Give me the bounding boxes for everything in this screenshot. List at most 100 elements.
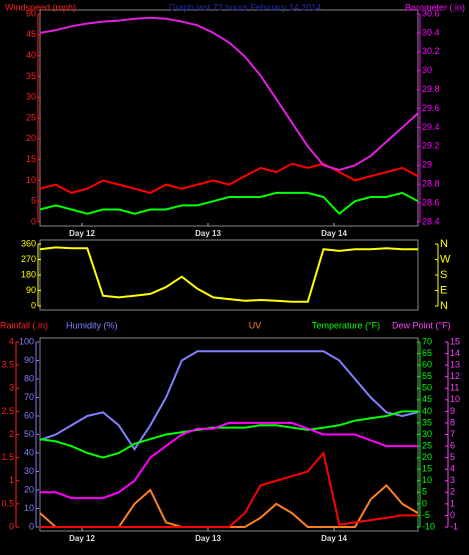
- tick-label: 0: [422, 498, 427, 508]
- tick-label: 10: [450, 394, 460, 404]
- tick-label: 30.4: [422, 27, 440, 37]
- tick-label: 15: [422, 464, 432, 474]
- tick-label: N: [440, 238, 448, 250]
- tick-label: 100: [19, 336, 34, 346]
- tick-label: 0: [29, 521, 34, 531]
- tick-label: 30: [422, 429, 432, 439]
- series-line: [39, 162, 419, 194]
- tick-label: 70: [422, 336, 432, 346]
- tick-label: 29.8: [422, 84, 440, 94]
- x-tick-label: Day 13: [195, 229, 221, 238]
- tick-label: 6: [450, 440, 455, 450]
- series-line: [39, 410, 418, 459]
- tick-label: 10: [26, 175, 36, 185]
- tick-label: 4: [9, 336, 14, 346]
- tick-label: 15: [450, 336, 460, 346]
- tick-label: 11: [450, 383, 459, 393]
- tick-label: 2: [450, 487, 455, 497]
- tick-label: 20: [422, 452, 432, 462]
- axis-label: Dew Point (°F): [392, 320, 451, 330]
- tick-label: 3: [9, 383, 14, 393]
- tick-label: 50: [24, 429, 34, 439]
- tick-label: 60: [24, 410, 34, 420]
- tick-label: 270: [21, 254, 36, 264]
- tick-label: 40: [26, 50, 36, 60]
- tick-label: 90: [26, 285, 36, 295]
- series-line: [39, 16, 419, 172]
- tick-label: 45: [422, 394, 432, 404]
- tick-label: 15: [26, 154, 36, 164]
- axis-label: Humidity (%): [66, 320, 118, 330]
- chart-title: Graph last 72 hours February 14 2014: [169, 2, 322, 12]
- tick-label: 4: [450, 464, 455, 474]
- tick-label: 30.2: [422, 46, 440, 56]
- tick-label: 13: [450, 360, 460, 370]
- tick-label: 0.5: [1, 498, 14, 508]
- axis-label: Temperature (°F): [312, 320, 380, 330]
- tick-label: 360: [21, 238, 36, 248]
- tick-label: 29.2: [422, 141, 440, 151]
- tick-label: 28.6: [422, 197, 440, 207]
- axis-label: Barometer (.in): [405, 2, 465, 12]
- tick-label: 3: [450, 475, 455, 485]
- tick-label: 60: [422, 360, 432, 370]
- tick-label: 10: [422, 475, 432, 485]
- x-tick-label: Day 13: [195, 534, 221, 543]
- tick-label: N: [440, 300, 448, 312]
- tick-label: 5: [31, 196, 36, 206]
- tick-label: 55: [422, 371, 432, 381]
- tick-label: 29: [422, 160, 432, 170]
- tick-label: 0: [9, 521, 14, 531]
- x-tick-label: Day 12: [69, 229, 95, 238]
- tick-label: 35: [26, 71, 36, 81]
- tick-label: 5: [422, 487, 427, 497]
- tick-label: 28.4: [422, 216, 440, 226]
- tick-label: 70: [24, 392, 34, 402]
- tick-label: 40: [422, 406, 432, 416]
- tick-label: E: [440, 284, 447, 296]
- tick-label: 25: [422, 440, 432, 450]
- tick-label: 29.4: [422, 122, 440, 132]
- plot-frame: [39, 337, 419, 532]
- tick-label: 2.5: [1, 406, 14, 416]
- tick-label: 45: [26, 29, 36, 39]
- tick-label: 25: [26, 112, 36, 122]
- tick-label: 30: [24, 466, 34, 476]
- axis-label: Rainfall (.in): [0, 320, 48, 330]
- tick-label: -1: [450, 521, 458, 531]
- tick-label: S: [440, 269, 447, 281]
- tick-label: 5: [450, 452, 455, 462]
- tick-label: -10: [422, 521, 435, 531]
- tick-label: 3.5: [1, 360, 14, 370]
- tick-label: 12: [450, 371, 460, 381]
- series-line: [39, 246, 418, 303]
- series-line: [40, 421, 418, 500]
- tick-label: 29.6: [422, 103, 440, 113]
- tick-label: 40: [24, 447, 34, 457]
- tick-label: 8: [450, 417, 455, 427]
- tick-label: 9: [450, 406, 455, 416]
- tick-label: 180: [21, 269, 36, 279]
- tick-label: 28.8: [422, 179, 440, 189]
- tick-label: 30.6: [422, 8, 440, 18]
- tick-label: 0: [31, 216, 36, 226]
- tick-label: 50: [422, 383, 432, 393]
- tick-label: 1: [450, 498, 455, 508]
- tick-label: 1.5: [1, 452, 14, 462]
- tick-label: 30: [26, 92, 36, 102]
- tick-label: 20: [24, 484, 34, 494]
- tick-label: 65: [422, 348, 432, 358]
- tick-label: 50: [26, 8, 36, 18]
- x-tick-label: Day 14: [321, 534, 347, 543]
- series-line: [40, 450, 418, 528]
- tick-label: 35: [422, 417, 432, 427]
- tick-label: W: [440, 253, 451, 265]
- series-name: UV: [249, 320, 262, 330]
- x-tick-label: Day 14: [321, 229, 347, 238]
- x-tick-label: Day 12: [69, 534, 95, 543]
- tick-label: -5: [422, 510, 430, 520]
- tick-label: 20: [26, 133, 36, 143]
- tick-label: 14: [450, 348, 460, 358]
- series-line: [39, 350, 419, 452]
